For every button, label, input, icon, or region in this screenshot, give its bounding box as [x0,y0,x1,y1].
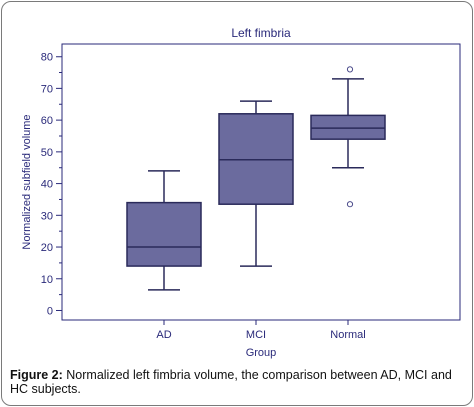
y-tick-label: 60 [41,115,53,127]
chart-title: Left fimbria [231,26,291,40]
y-tick-label: 0 [47,305,53,317]
figure-caption: Figure 2: Normalized left fimbria volume… [10,368,468,396]
y-tick-label: 80 [41,52,53,64]
box-mci [218,113,294,205]
plot-area-border [61,43,461,321]
x-tick-label: AD [156,329,171,341]
chart-container: Left fimbria 0 10 20 30 40 50 60 70 80 Normalized … [2,2,472,362]
box-normal [310,114,386,140]
box-ad [126,201,202,267]
x-axis-label: Group [246,347,277,359]
outlier-point [346,66,354,73]
y-tick-label: 40 [41,179,53,191]
y-tick-label: 70 [41,83,53,95]
outlier-point [346,201,354,208]
y-tick-label: 10 [41,274,53,286]
y-tick-label: 50 [41,147,53,159]
caption-label: Figure 2: [10,368,63,382]
y-tick-label: 30 [41,210,53,222]
box-plot-chart: Left fimbria 0 10 20 30 40 50 60 70 80 Normalized … [21,26,461,359]
y-tick-label: 20 [41,242,53,254]
y-axis-label: Normalized subfield volume [21,114,33,249]
x-tick-label: Normal [330,329,365,341]
caption-text: Normalized left fimbria volume, the comp… [10,368,452,396]
x-tick-label: MCI [246,329,266,341]
